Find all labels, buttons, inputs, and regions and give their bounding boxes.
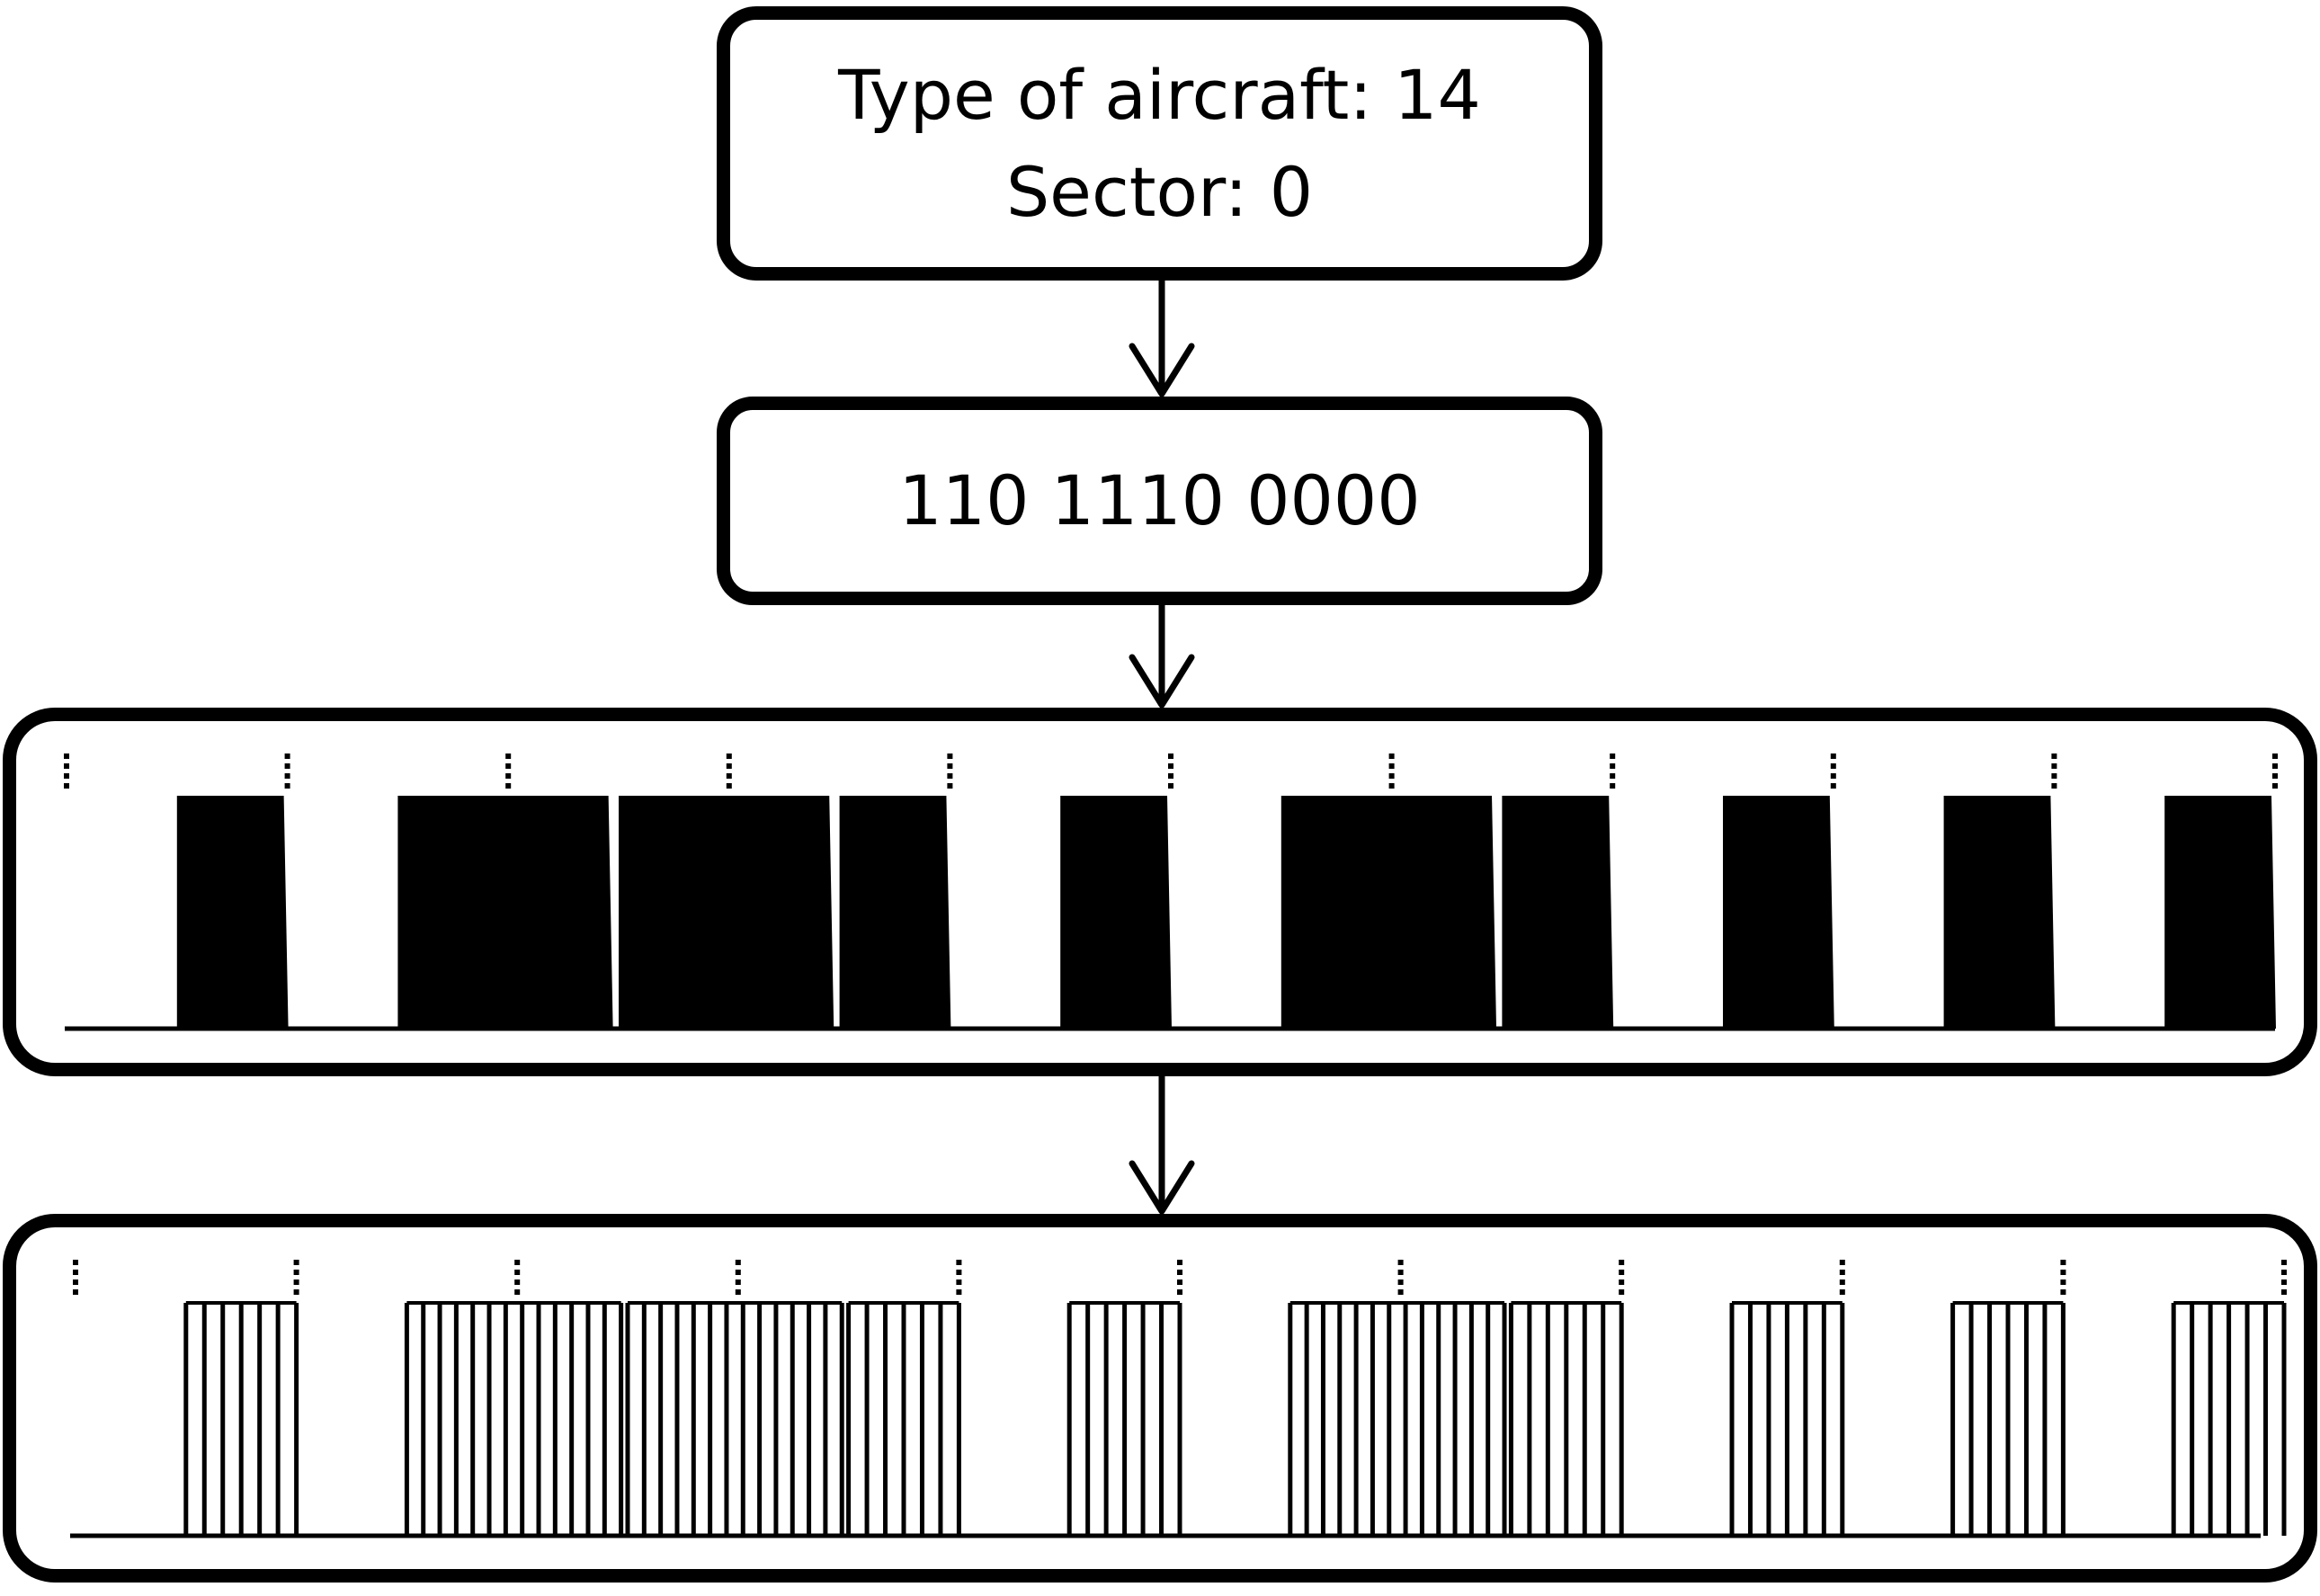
aircraft-type-label: Type of aircraft: 14 <box>838 54 1481 135</box>
pulse-pulse <box>619 796 834 1029</box>
pulse-pulse <box>1502 796 1614 1029</box>
pulse-pulse <box>176 796 289 1029</box>
pulse-pulse <box>397 796 613 1029</box>
pulse-signal-box <box>3 708 2317 1076</box>
aircraft-info-box: Type of aircraft: 14 Sector: 0 <box>717 6 1602 281</box>
pulse-pulse <box>1723 796 1834 1029</box>
arrow-info-to-bits <box>1129 277 1195 397</box>
modulated-carrier-burst <box>2171 1301 2287 1536</box>
binary-code-box: 110 1110 0000 <box>717 397 1602 605</box>
binary-code-label: 110 1110 0000 <box>898 460 1421 540</box>
sector-label: Sector: 0 <box>1005 151 1314 232</box>
pulse-signal-plot <box>64 753 2278 1031</box>
modulated-carrier-burst <box>1066 1301 1182 1536</box>
modulated-carrier-burst <box>1508 1301 1624 1536</box>
pulse-pulse <box>1060 796 1172 1029</box>
modulated-signal-plot <box>70 1260 2287 1538</box>
pulse-pulse <box>1280 796 1497 1029</box>
modulated-carrier-burst <box>625 1301 844 1536</box>
modulated-carrier-burst <box>183 1301 299 1536</box>
arrow-bits-to-pulse <box>1129 602 1195 709</box>
pulse-pulse <box>839 796 951 1029</box>
modulated-carrier-burst <box>404 1301 624 1536</box>
modulated-carrier-burst <box>1950 1301 2066 1536</box>
pulse-pulse <box>2164 796 2276 1029</box>
modulated-carrier-burst <box>846 1301 961 1536</box>
arrow-pulse-to-modulated <box>1129 1073 1195 1215</box>
modulated-carrier-burst <box>1288 1301 1507 1536</box>
pulse-pulse <box>1943 796 2056 1029</box>
modulated-carrier-burst <box>1729 1301 1845 1536</box>
modulated-signal-box <box>3 1214 2317 1583</box>
